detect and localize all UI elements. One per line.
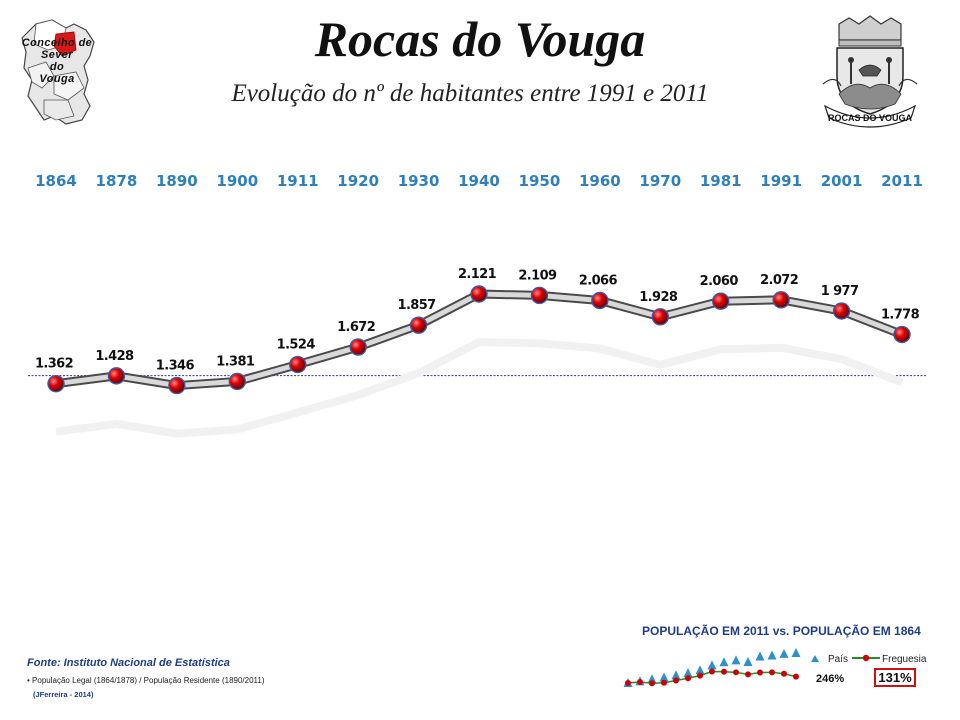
data-label-1991: 2.072 [760, 273, 798, 288]
author-credit: (JFerreira - 2014) [33, 690, 94, 699]
mini-country-point-11 [755, 651, 765, 661]
data-label-1950: 2.109 [518, 268, 557, 283]
mini-country-point-2 [647, 674, 657, 684]
x-tick-label-1920: 1920 [337, 172, 379, 190]
x-tick-label-1930: 1930 [398, 172, 440, 190]
comparison-mini-chart: País Freguesia [623, 648, 927, 687]
data-label-1890: 1.346 [156, 359, 195, 374]
comparison-title: POPULAÇÃO EM 2011 vs. POPULAÇÃO EM 1864 [642, 624, 921, 638]
x-tick-label-1950: 1950 [519, 172, 561, 190]
mini-country-point-8 [719, 657, 729, 667]
source-note: Fonte: Instituto Nacional de Estatística [27, 657, 230, 669]
mini-country-point-10 [743, 657, 753, 667]
mini-country-point-6 [695, 665, 705, 675]
data-point-1864 [47, 374, 65, 393]
mini-parish-point-12 [769, 669, 775, 676]
mini-parish-point-4 [673, 677, 679, 684]
mini-parish-point-3 [661, 679, 667, 686]
data-label-1864: 1.362 [35, 357, 73, 372]
legend-parish-label: Freguesia [882, 654, 927, 665]
mini-country-point-7 [707, 660, 717, 670]
mini-country-point-5 [683, 668, 693, 678]
municipality-map-logo [21, 19, 95, 125]
x-tick-label-1940: 1940 [458, 172, 500, 190]
mini-parish-point-5 [685, 675, 691, 682]
data-label-1920: 1.672 [337, 320, 375, 335]
coat-of-arms: ROCAS DO VOUGA [822, 15, 918, 128]
data-point-1900 [228, 372, 246, 391]
mini-country-point-4 [671, 670, 681, 680]
data-point-1970 [651, 308, 669, 326]
x-tick-label-1911: 1911 [277, 172, 319, 190]
x-tick-label-1960: 1960 [579, 172, 621, 190]
x-tick-label-2001: 2001 [821, 172, 863, 190]
x-tick-label-1864: 1864 [35, 172, 77, 190]
line-reflection [55, 337, 904, 438]
legend-country-label: País [828, 654, 848, 665]
mini-country-point-14 [791, 648, 801, 657]
mini-parish-point-1 [637, 678, 643, 685]
data-label-1900: 1.381 [216, 354, 255, 369]
x-tick-label-1890: 1890 [156, 172, 198, 190]
mini-country-point-3 [659, 672, 669, 682]
x-tick-label-1878: 1878 [96, 172, 138, 190]
parish-growth-percent: 131% [874, 668, 916, 687]
x-tick-label-1981: 1981 [700, 172, 742, 190]
mini-parish-point-11 [757, 669, 763, 676]
data-label-2011: 1.778 [881, 308, 920, 323]
data-point-1930 [409, 316, 428, 334]
data-point-1920 [349, 338, 367, 356]
data-point-1991 [772, 291, 790, 309]
mini-parish-point-7 [709, 668, 715, 675]
page-title: Rocas do Vouga [314, 11, 646, 67]
data-point-1878 [107, 367, 126, 385]
data-point-1981 [712, 292, 730, 310]
municipality-logo-text: Concelho de Sever do Vouga [21, 37, 93, 85]
mini-parish-point-9 [733, 669, 739, 676]
chart-subtitle: Evolução do nº de habitantes entre 1991 … [231, 80, 709, 107]
data-point-1960 [591, 291, 609, 310]
x-tick-label-2011: 2011 [881, 172, 923, 190]
mini-parish-point-0 [625, 680, 631, 686]
data-label-1911: 1.524 [277, 338, 316, 353]
data-point-1911 [289, 355, 307, 374]
data-point-1950 [530, 286, 549, 305]
legend-country-icon [811, 655, 819, 662]
country-growth-percent: 246% [816, 673, 845, 685]
data-label-1970: 1.928 [639, 290, 678, 305]
x-tick-label-1991: 1991 [760, 172, 802, 190]
population-line-chart: 1864 1878 1890 1900 1911 1920 1930 1940 1950 1960… [28, 172, 926, 438]
mini-parish-point-6 [697, 672, 703, 679]
data-label-2001: 1 977 [821, 284, 859, 299]
mini-country-point-13 [779, 648, 789, 658]
x-tick-label-1900: 1900 [216, 172, 258, 190]
mini-country-point-9 [731, 655, 741, 665]
data-label-1878: 1.428 [95, 349, 134, 364]
mini-parish-point-8 [721, 668, 727, 675]
data-point-1940 [470, 285, 488, 303]
mini-parish-point-13 [781, 670, 787, 677]
mini-parish-point-10 [745, 671, 751, 678]
svg-text:ROCAS DO VOUGA: ROCAS DO VOUGA [828, 113, 913, 123]
data-label-1981: 2.060 [700, 274, 739, 289]
population-type-note: • População Legal (1864/1878) / Populaçã… [27, 676, 265, 685]
mini-country-point-12 [767, 650, 777, 660]
data-point-2001 [832, 302, 851, 320]
data-label-1960: 2.066 [579, 273, 618, 288]
data-point-2011 [893, 325, 911, 344]
data-label-1940: 2.121 [458, 267, 497, 282]
data-point-1890 [168, 376, 186, 395]
mini-parish-point-14 [793, 673, 799, 680]
x-tick-label-1970: 1970 [639, 172, 681, 190]
data-label-1930: 1.857 [398, 298, 437, 313]
mini-parish-point-2 [649, 680, 655, 687]
